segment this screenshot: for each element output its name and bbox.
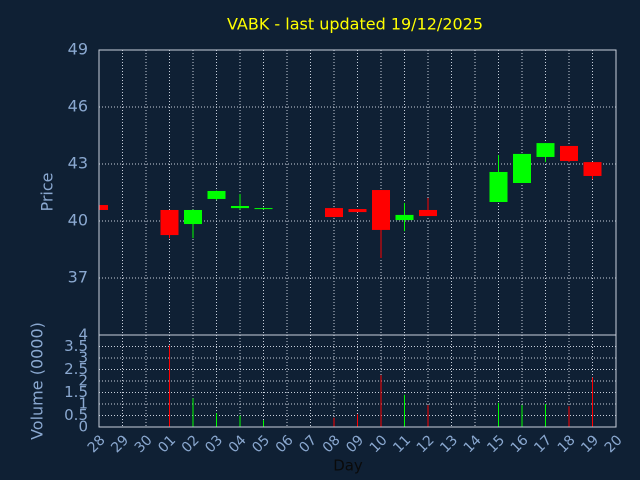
candle-body	[583, 162, 602, 176]
y-tick-label: 49	[68, 40, 88, 59]
candle-body	[184, 209, 202, 225]
candle-body	[254, 208, 273, 210]
candle-body	[419, 209, 437, 217]
candle-body	[207, 190, 226, 199]
candle-body	[348, 209, 367, 213]
y-tick-label: 4	[78, 326, 88, 344]
candle-body	[99, 205, 108, 210]
y-tick-label: 3	[78, 349, 88, 367]
y-tick-label: 1.5	[64, 383, 88, 401]
candle-body	[372, 190, 390, 230]
y-axis-label: Price	[38, 172, 57, 211]
y-tick-label: 46	[68, 97, 88, 116]
volume-frame	[98, 334, 617, 428]
candle-body	[489, 171, 508, 202]
candle-body	[536, 143, 555, 157]
y-tick-label: 37	[68, 268, 88, 287]
y-tick-label: 3.5	[64, 337, 88, 355]
y-tick-label: 1	[78, 395, 88, 413]
y-axis-label: Volume (0000)	[28, 322, 47, 440]
candle-body	[513, 153, 531, 183]
y-tick-label: 43	[68, 154, 88, 173]
chart-title: VABK - last updated 19/12/2025	[227, 15, 483, 34]
candle-body	[325, 208, 343, 218]
candle-body	[160, 209, 179, 236]
y-tick-label: 2.5	[64, 360, 88, 378]
y-tick-label: 40	[68, 211, 88, 230]
candle-body	[231, 205, 249, 209]
x-axis-label: Day	[333, 457, 363, 475]
y-tick-label: 2	[78, 372, 88, 390]
y-tick-label: 0	[78, 418, 88, 436]
candle-body	[395, 214, 414, 221]
candle-body	[560, 145, 578, 161]
y-tick-label: 0.5	[64, 406, 88, 424]
